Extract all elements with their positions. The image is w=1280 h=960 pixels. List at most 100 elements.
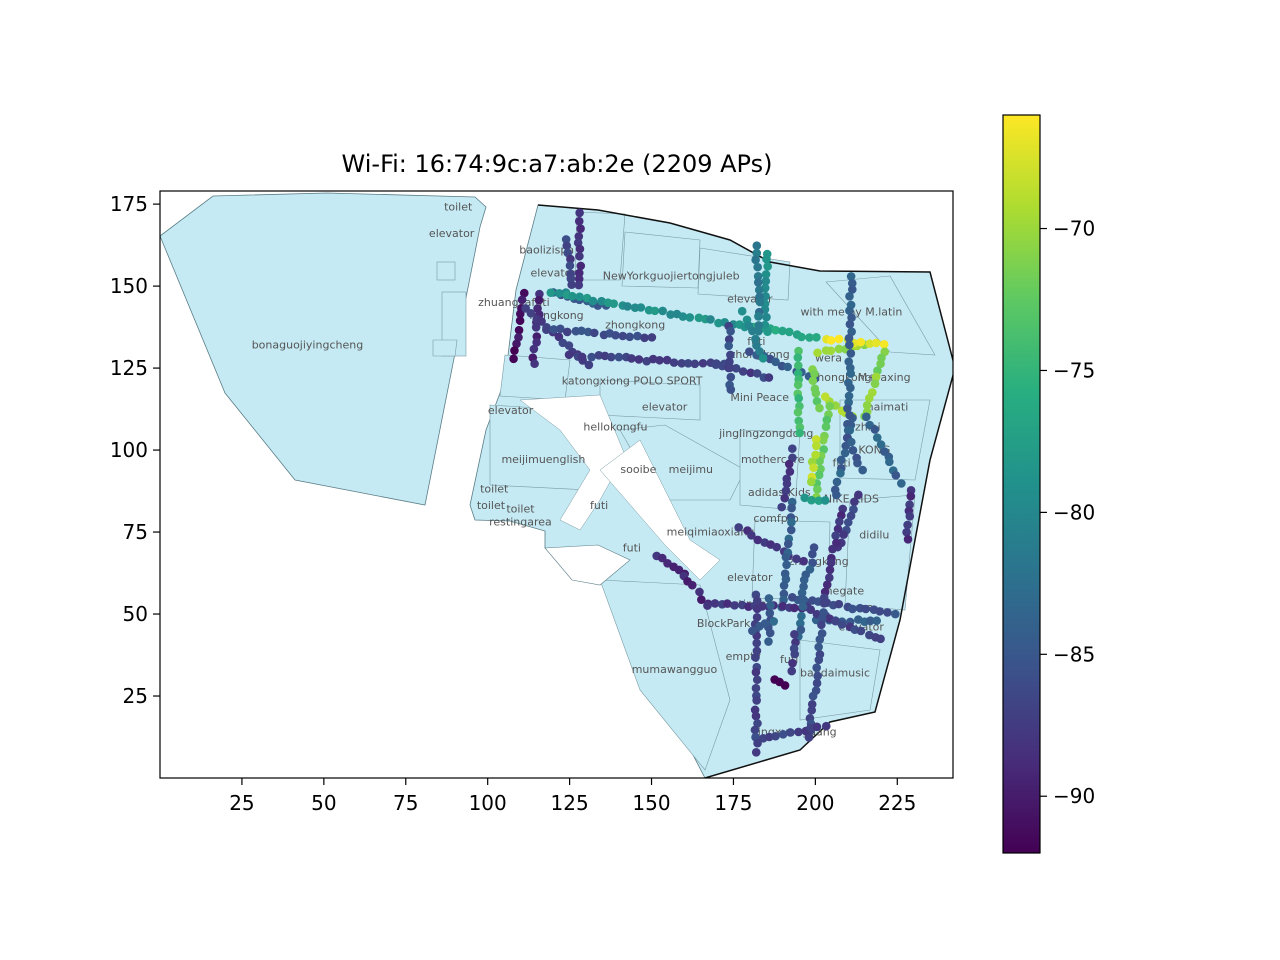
scatter-point bbox=[831, 531, 840, 540]
scatter-point bbox=[763, 327, 772, 337]
scatter-point bbox=[752, 241, 762, 250]
map-label: elevator bbox=[727, 571, 773, 584]
scatter-point bbox=[554, 289, 564, 298]
scatter-point bbox=[846, 383, 855, 393]
scatter-point bbox=[812, 397, 822, 406]
scatter-point bbox=[623, 302, 632, 311]
scatter-point bbox=[845, 291, 854, 301]
scatter-point bbox=[647, 333, 657, 342]
scatter-point bbox=[677, 358, 686, 368]
scatter-point bbox=[737, 306, 747, 316]
scatter-point bbox=[640, 333, 649, 343]
scatter-point bbox=[866, 616, 875, 625]
scatter-point bbox=[871, 338, 881, 348]
scatter-point bbox=[815, 635, 825, 644]
scatter-point bbox=[678, 312, 688, 321]
scatter-point bbox=[814, 496, 824, 505]
scatter-point bbox=[778, 326, 787, 336]
scatter-point bbox=[711, 360, 721, 369]
colorbar: −70 −75 −80 −85 −90 bbox=[1002, 114, 1095, 854]
scatter-point bbox=[828, 544, 837, 554]
scatter-point bbox=[843, 426, 853, 435]
scatter-point bbox=[897, 479, 906, 488]
scatter-point bbox=[845, 340, 854, 350]
scatter-point bbox=[812, 678, 822, 688]
map-label: POLO SPORT bbox=[633, 374, 702, 387]
scatter-point bbox=[754, 285, 764, 295]
scatter-point bbox=[764, 637, 773, 646]
scatter-point bbox=[575, 292, 584, 302]
scatter-point bbox=[821, 422, 831, 432]
scatter-point bbox=[817, 613, 827, 623]
scatter-point bbox=[561, 235, 571, 244]
scatter-point bbox=[687, 580, 697, 590]
scatter-point bbox=[567, 291, 577, 301]
scatter-point bbox=[825, 565, 835, 575]
scatter-point bbox=[769, 617, 779, 626]
map-label: NewYorkguojiertongjuleb bbox=[603, 270, 740, 283]
scatter-point bbox=[627, 354, 636, 363]
scatter-point bbox=[797, 332, 806, 342]
map-label: toilet bbox=[480, 483, 509, 496]
scatter-point bbox=[778, 730, 788, 739]
scatter-point bbox=[766, 601, 775, 610]
scatter-point bbox=[695, 587, 704, 597]
scatter-point bbox=[807, 495, 816, 505]
scatter-point bbox=[764, 594, 774, 603]
scatter-point bbox=[730, 601, 739, 610]
scatter-point bbox=[891, 471, 901, 480]
scatter-point bbox=[763, 262, 772, 271]
scatter-point bbox=[706, 315, 715, 324]
scatter-point bbox=[760, 320, 770, 330]
scatter-point bbox=[903, 520, 912, 530]
shop-mumawangguo bbox=[599, 579, 731, 771]
shop-south-2 bbox=[844, 494, 916, 611]
scatter-point bbox=[846, 511, 856, 521]
scatter-point bbox=[751, 667, 761, 677]
map-label: toilet bbox=[477, 499, 506, 512]
scatter-point bbox=[576, 261, 586, 271]
scatter-point bbox=[826, 346, 836, 356]
scatter-point bbox=[764, 373, 774, 382]
scatter-point bbox=[726, 326, 735, 336]
scatter-point bbox=[726, 350, 735, 360]
scatter-point bbox=[812, 333, 821, 342]
scatter-point bbox=[564, 341, 574, 350]
scatter-point bbox=[845, 319, 855, 329]
scatter-point bbox=[577, 326, 586, 336]
scatter-point bbox=[698, 358, 708, 368]
scatter-point bbox=[725, 363, 735, 373]
scatter-point bbox=[761, 270, 771, 279]
map-label: elevator bbox=[531, 266, 577, 279]
scatter-point bbox=[535, 289, 544, 299]
map-label: negate bbox=[826, 584, 865, 597]
scatter-point bbox=[781, 486, 791, 496]
scatter-point bbox=[683, 358, 693, 368]
scatter-point bbox=[611, 330, 620, 340]
x-tick-label: 225 bbox=[878, 791, 916, 815]
y-tick-label: 25 bbox=[123, 684, 148, 708]
scatter-point bbox=[509, 354, 518, 364]
scatter-point bbox=[806, 477, 816, 487]
y-tick-label: 175 bbox=[110, 192, 148, 216]
scatter-point bbox=[799, 575, 809, 585]
map-label: meijimu bbox=[669, 463, 713, 476]
scatter-point bbox=[777, 502, 786, 512]
scatter-point bbox=[845, 410, 854, 420]
map-label: didilu bbox=[859, 529, 889, 542]
scatter-point bbox=[796, 625, 806, 635]
x-tick-label: 50 bbox=[311, 791, 336, 815]
scatter-point bbox=[783, 539, 793, 549]
scatter-point bbox=[512, 339, 521, 349]
scatter-point bbox=[755, 297, 765, 307]
map-label: sooibe bbox=[620, 463, 656, 476]
scatter-point bbox=[870, 425, 880, 434]
scatter-point bbox=[685, 313, 695, 322]
scatter-point bbox=[853, 458, 862, 468]
scatter-points bbox=[509, 208, 916, 757]
scatter-point bbox=[794, 361, 803, 370]
scatter-point bbox=[750, 725, 760, 735]
scatter-point bbox=[633, 331, 642, 341]
scatter-point bbox=[531, 323, 541, 332]
scatter-point bbox=[655, 355, 664, 365]
